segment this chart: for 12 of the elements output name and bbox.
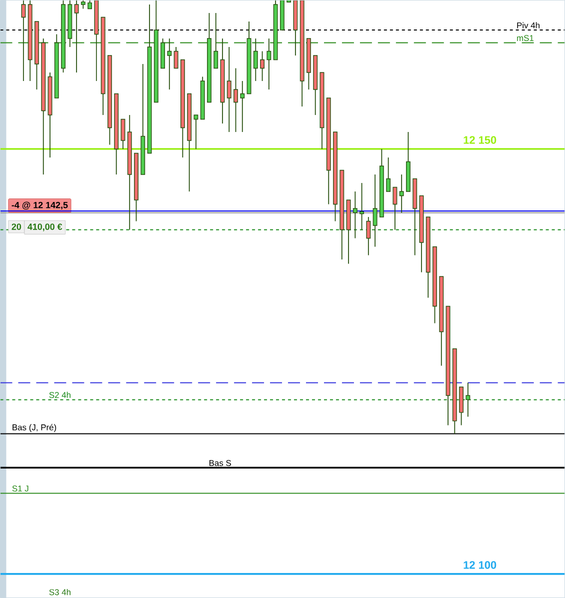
ref-line-label: Piv 4h — [517, 22, 540, 28]
ref-line-label: -4 @ 12 142,5 — [12, 202, 68, 210]
ref-line-label: S2 4h — [49, 392, 70, 398]
annotation: 20 — [12, 224, 22, 230]
ref-line-label: S1 J — [12, 486, 28, 492]
ref-line-label: mS1 — [517, 35, 534, 42]
y-tick-label: 12 150 — [464, 136, 496, 144]
ref-line-label: Bas S — [209, 460, 231, 466]
y-tick-label: 12 100 — [464, 561, 496, 569]
ref-line-label: Bas (J, Pré) — [12, 424, 56, 432]
annotation: S3 4h — [49, 588, 70, 596]
annotation: 410,00 € — [28, 224, 62, 232]
